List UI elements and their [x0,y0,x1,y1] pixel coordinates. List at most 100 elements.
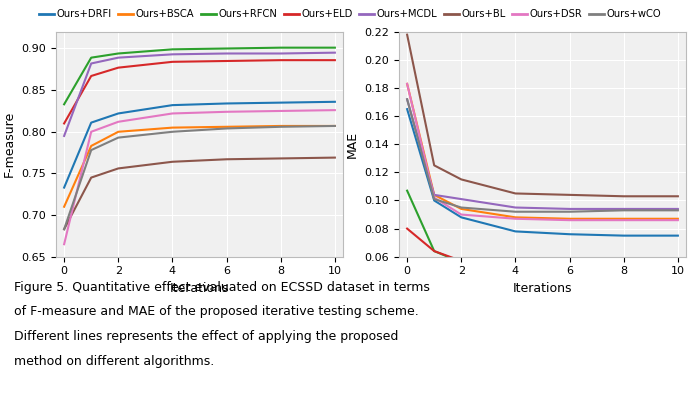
Ours+BSCA [223,125,231,129]
Ours+ELD [566,263,574,267]
Ours+MCDL [430,193,438,197]
Line: Ours+wCO: Ours+wCO [407,100,678,212]
Ours+wCO [60,227,69,232]
Ours+DRFI [566,232,574,236]
Ours+wCO [673,208,682,213]
Ours+BSCA [330,123,339,128]
Ours+BL [114,166,122,171]
Ours+ELD [87,74,95,78]
Ours+wCO [223,126,231,131]
Ours+ELD [430,249,438,254]
Ours+ELD [223,59,231,63]
Ours+wCO [430,197,438,201]
Line: Ours+BSCA: Ours+BSCA [64,126,335,207]
Line: Ours+BSCA: Ours+BSCA [407,84,678,219]
Ours+ELD [60,121,69,126]
Ours+BSCA [457,207,466,211]
Ours+RFCN [168,47,176,52]
Ours+DRFI [168,103,176,107]
Ours+ELD [276,58,285,62]
Ours+DRFI [330,100,339,104]
Ours+RFCN [673,263,682,267]
Ours+DSR [87,129,95,134]
Ours+DSR [511,217,519,221]
Line: Ours+MCDL: Ours+MCDL [407,100,678,209]
Ours+DSR [276,109,285,113]
Ours+DRFI [430,198,438,203]
Ours+DSR [168,111,176,116]
Ours+MCDL [168,52,176,57]
Ours+BSCA [403,82,412,86]
Ours+RFCN [60,102,69,107]
Ours+RFCN [330,45,339,50]
Line: Ours+DSR: Ours+DSR [407,84,678,220]
Ours+DRFI [276,100,285,105]
Ours+RFCN [403,188,412,193]
Ours+DRFI [223,101,231,106]
Legend: Ours+DRFI, Ours+BSCA, Ours+RFCN, Ours+ELD, Ours+MCDL, Ours+BL, Ours+DSR, Ours+wC: Ours+DRFI, Ours+BSCA, Ours+RFCN, Ours+EL… [35,5,665,23]
Y-axis label: MAE: MAE [346,131,359,158]
Ours+MCDL [330,50,339,55]
Ours+BSCA [87,144,95,148]
Ours+BL [673,194,682,199]
Ours+BSCA [620,217,628,221]
Ours+DSR [330,108,339,113]
Ours+RFCN [87,55,95,60]
Ours+BL [60,227,69,232]
Ours+MCDL [276,51,285,56]
Line: Ours+DRFI: Ours+DRFI [64,102,335,187]
Ours+wCO [330,123,339,128]
Ours+RFCN [430,249,438,254]
Y-axis label: F-measure: F-measure [3,111,16,178]
Line: Ours+RFCN: Ours+RFCN [64,48,335,104]
Ours+DSR [673,218,682,222]
Ours+RFCN [511,263,519,267]
Text: method on different algorithms.: method on different algorithms. [14,355,214,368]
Ours+DSR [223,109,231,114]
Ours+BSCA [114,129,122,134]
Ours+wCO [511,209,519,214]
Ours+DSR [430,195,438,200]
Line: Ours+DSR: Ours+DSR [64,110,335,244]
Ours+wCO [566,209,574,214]
Line: Ours+wCO: Ours+wCO [64,126,335,229]
X-axis label: Iterations: Iterations [169,282,230,295]
Ours+RFCN [114,51,122,56]
Ours+BL [511,191,519,196]
Ours+BL [430,163,438,168]
Ours+MCDL [403,97,412,102]
Ours+DRFI [114,111,122,116]
Ours+BL [330,155,339,160]
Ours+RFCN [276,45,285,50]
Ours+DRFI [87,120,95,125]
Ours+ELD [673,263,682,267]
Ours+ELD [620,263,628,267]
Ours+BL [168,159,176,164]
Ours+BSCA [566,217,574,221]
Ours+wCO [276,125,285,129]
Ours+BSCA [168,125,176,130]
Ours+BL [223,157,231,162]
Ours+DRFI [620,233,628,238]
Text: of F-measure and MAE of the proposed iterative testing scheme.: of F-measure and MAE of the proposed ite… [14,305,419,318]
Ours+MCDL [511,205,519,210]
Ours+wCO [403,97,412,102]
Ours+MCDL [87,61,95,66]
Ours+RFCN [457,260,466,265]
Ours+DRFI [457,215,466,220]
X-axis label: Iterations: Iterations [512,282,573,295]
Ours+DSR [60,242,69,247]
Line: Ours+BL: Ours+BL [407,35,678,196]
Ours+BL [87,175,95,180]
Ours+DRFI [403,107,412,111]
Ours+ELD [168,59,176,64]
Text: Figure 5. Quantitative effect evaluated on ECSSD dataset in terms: Figure 5. Quantitative effect evaluated … [14,281,430,294]
Line: Ours+DRFI: Ours+DRFI [407,109,678,236]
Ours+RFCN [223,46,231,51]
Ours+BSCA [276,123,285,128]
Ours+DRFI [511,229,519,234]
Line: Ours+RFCN: Ours+RFCN [407,191,678,265]
Ours+wCO [87,148,95,152]
Line: Ours+BL: Ours+BL [64,158,335,229]
Ours+DRFI [673,233,682,238]
